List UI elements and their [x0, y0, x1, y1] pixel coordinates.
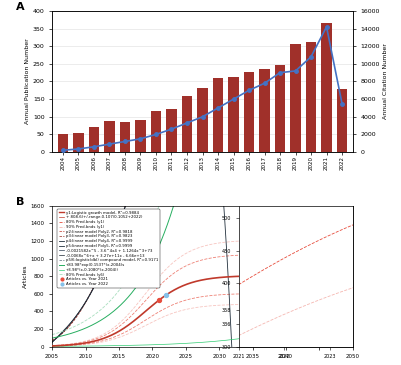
- Bar: [259, 69, 270, 152]
- Bar: [73, 133, 84, 152]
- Y-axis label: Annual Publication Number: Annual Publication Number: [25, 39, 30, 124]
- Bar: [150, 111, 162, 152]
- Bar: [228, 77, 239, 152]
- Bar: [213, 78, 223, 152]
- Point: [162, 292, 169, 298]
- Bar: [197, 88, 208, 152]
- Bar: [336, 89, 347, 152]
- Text: B: B: [16, 197, 24, 207]
- Point: [156, 297, 162, 303]
- Y-axis label: Annual Citation Number: Annual Citation Number: [383, 43, 388, 119]
- Bar: [290, 45, 301, 152]
- Legend: y1:Logistic growth model, R²=0.9884, + 808.6(+/-range:0.107/0.1052+2022), 80% Pr: y1:Logistic growth model, R²=0.9884, + 8…: [57, 209, 160, 288]
- Bar: [58, 134, 69, 152]
- Bar: [104, 121, 115, 152]
- Bar: [321, 23, 332, 152]
- Bar: [89, 127, 99, 152]
- Bar: [135, 120, 146, 152]
- Bar: [306, 42, 316, 152]
- Text: A: A: [16, 3, 25, 12]
- Bar: [182, 96, 192, 152]
- Legend: Articles, Citations: Articles, Citations: [159, 212, 246, 222]
- Bar: [119, 122, 130, 152]
- Y-axis label: Articles: Articles: [23, 265, 28, 288]
- Bar: [166, 109, 177, 152]
- Bar: [243, 72, 255, 152]
- Bar: [275, 65, 286, 152]
